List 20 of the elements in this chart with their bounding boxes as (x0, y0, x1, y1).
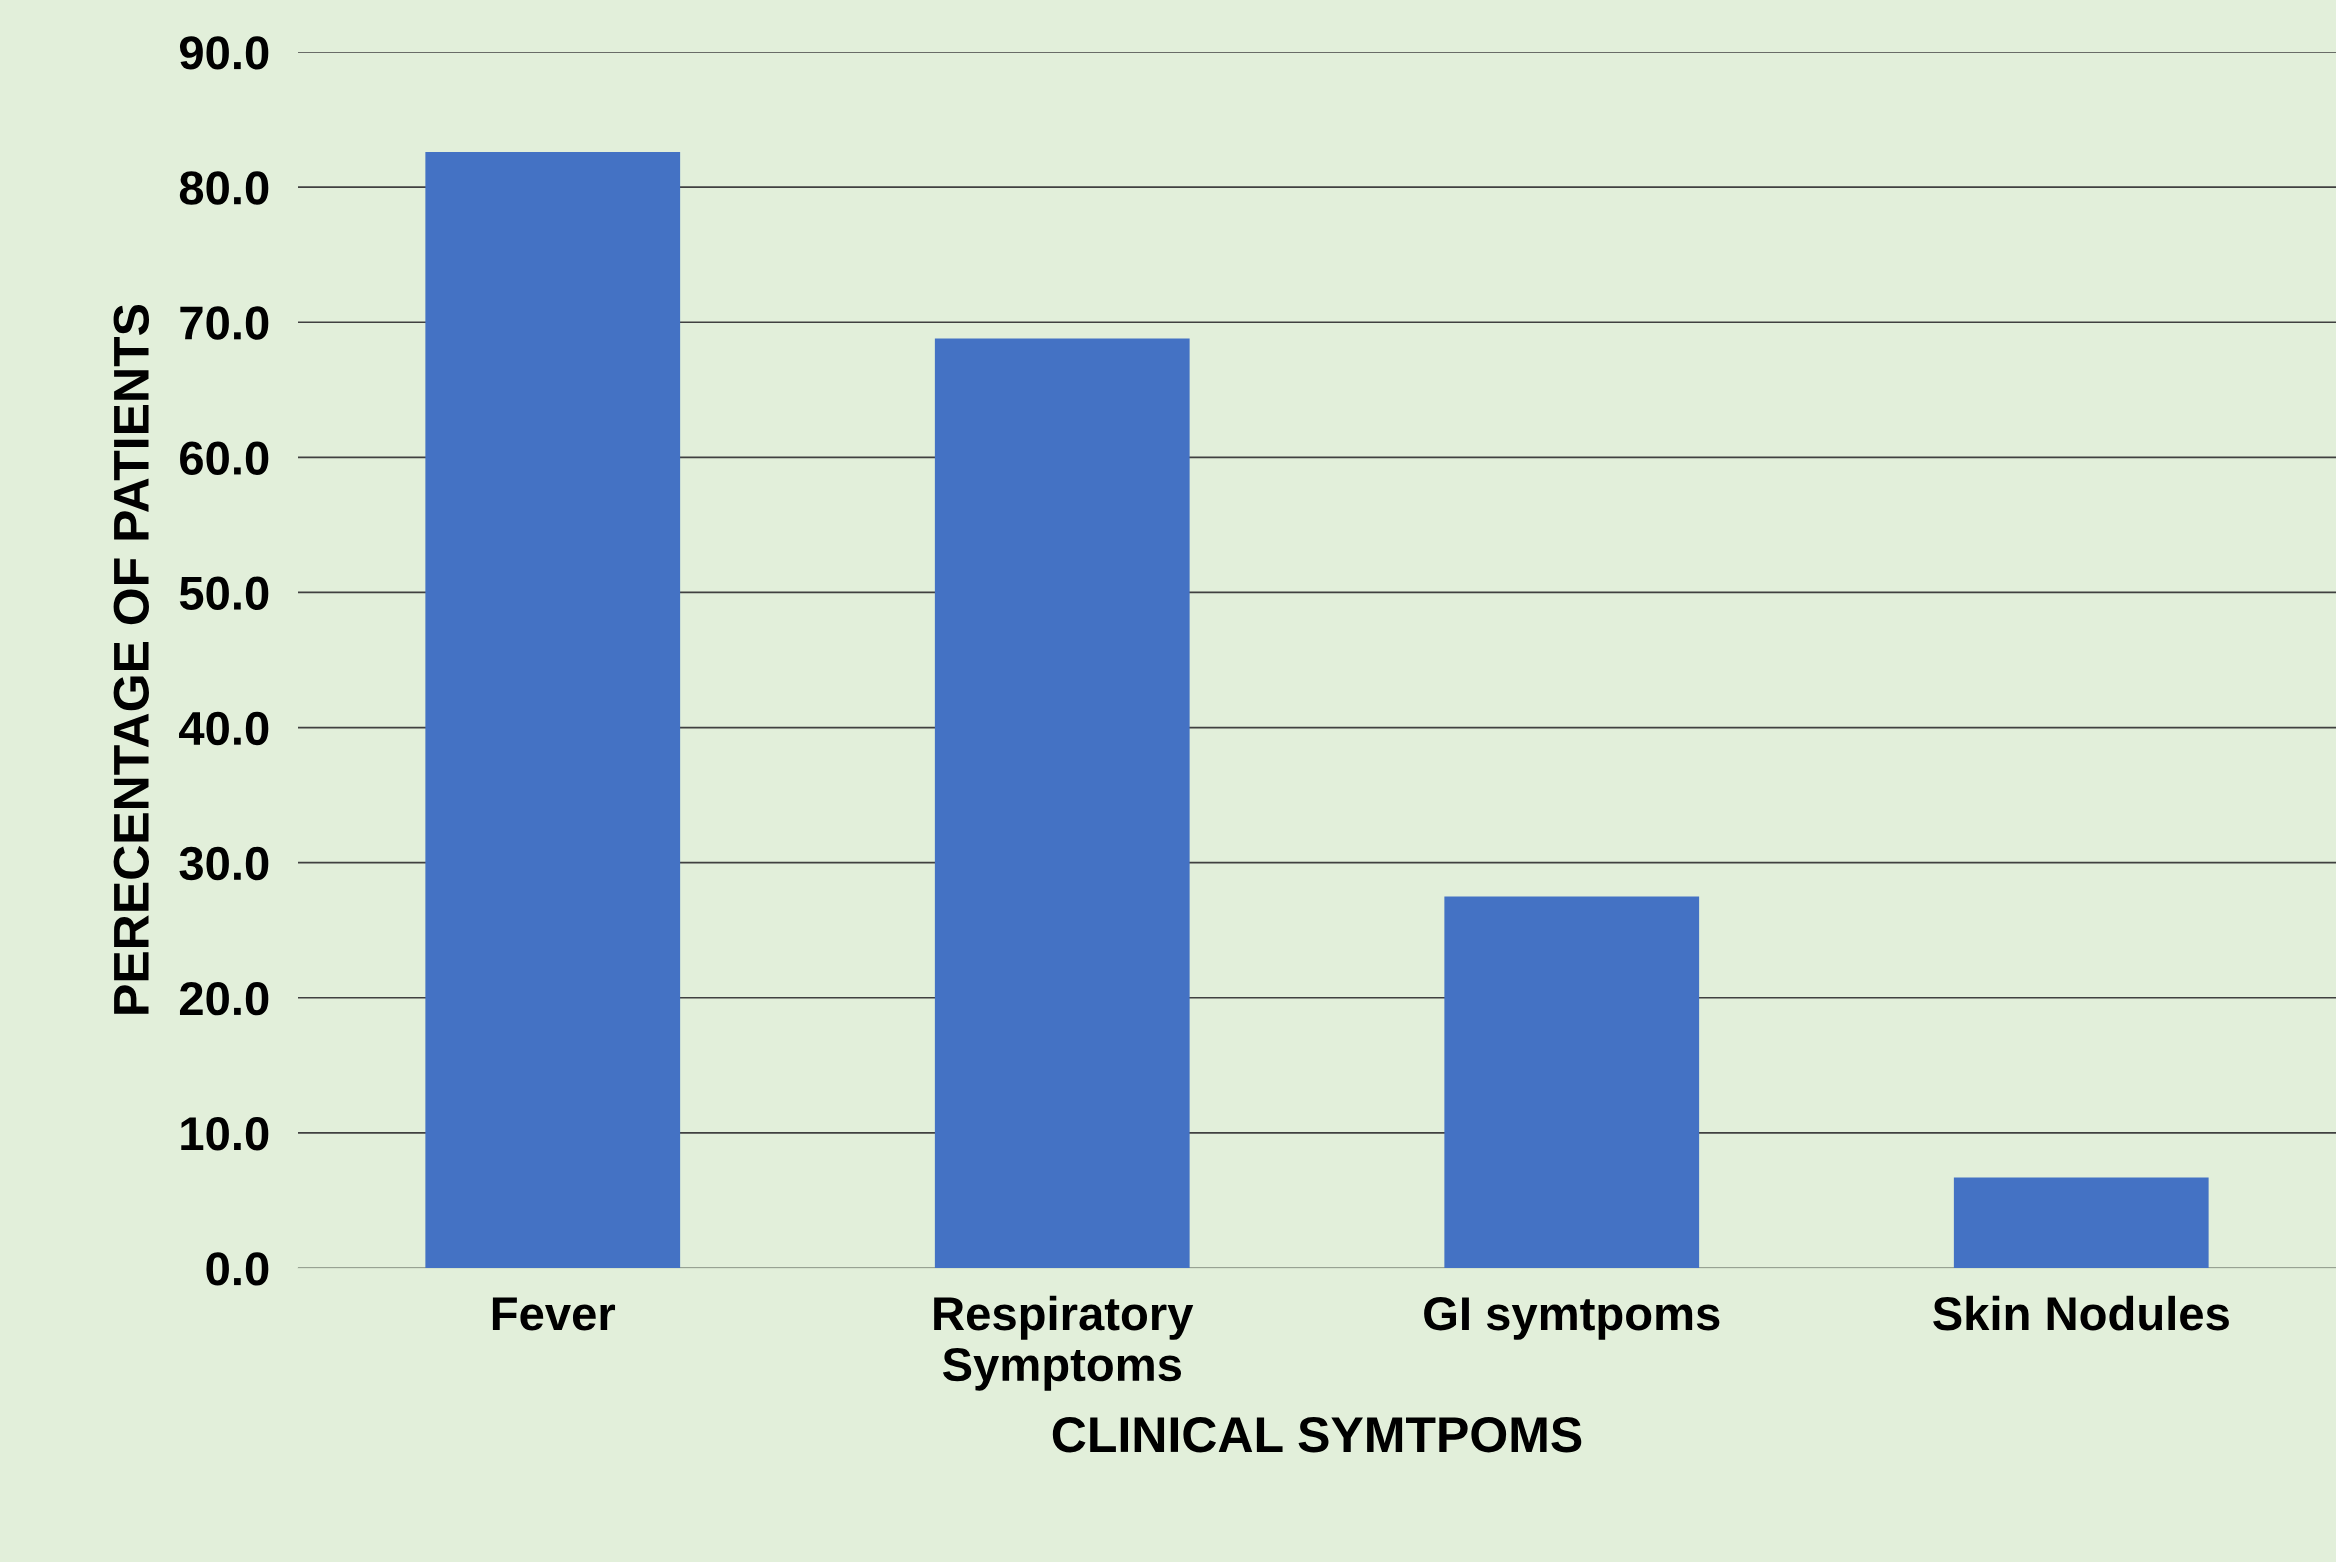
y-tick-label: 20.0 (179, 981, 269, 1016)
y-tick-label: 10.0 (181, 1117, 269, 1151)
x-tick-label: Skin Nodules (1933, 1295, 2229, 1331)
x-axis-title: CLINICAL SYMTPOMS (1052, 1416, 1582, 1453)
bar (1953, 1177, 2209, 1268)
y-tick-label: 0.0 (206, 1252, 269, 1286)
y-tick-label: 70.0 (180, 306, 269, 340)
y-tick-label: 60.0 (180, 441, 269, 475)
x-tick-label: GI symtpoms (1424, 1297, 1720, 1340)
x-tick-label: Respiratory Symptoms (934, 1295, 1194, 1391)
y-tick-label: 40.0 (179, 711, 269, 746)
y-tick-label: 50.0 (179, 576, 269, 611)
bar (425, 151, 681, 1268)
y-tick-label: 80.0 (179, 171, 269, 205)
y-tick-label: 90.0 (179, 36, 269, 70)
x-tick-label: Fever (492, 1297, 616, 1331)
y-tick-label: 30.0 (179, 846, 269, 881)
y-axis-title: PERECENTAGE OF PATIENTS (113, 304, 149, 1014)
bar (934, 338, 1190, 1268)
bar (1444, 896, 1700, 1268)
